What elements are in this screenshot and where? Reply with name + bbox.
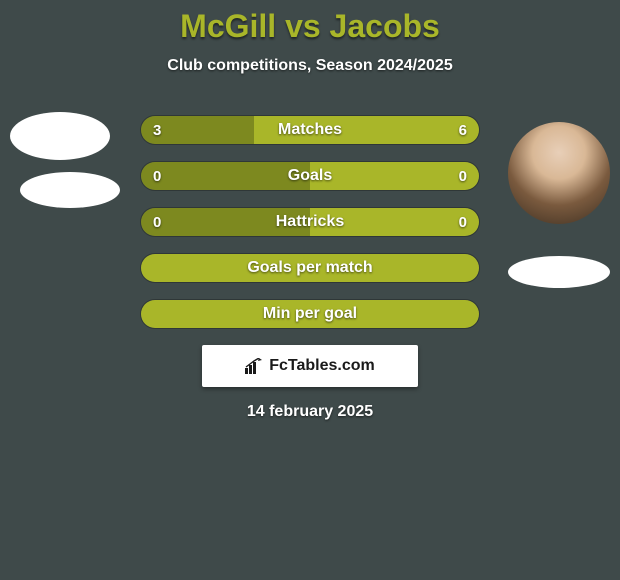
stat-bar: Goals per match	[140, 253, 480, 283]
bar-left-fill	[141, 162, 310, 190]
logo-text: FcTables.com	[269, 357, 375, 375]
page-title: McGill vs Jacobs	[0, 8, 620, 45]
stat-bar: 00Hattricks	[140, 207, 480, 237]
bar-right-fill	[254, 116, 479, 144]
bar-value-left: 3	[153, 116, 161, 144]
logo-box: FcTables.com	[202, 345, 418, 387]
bar-value-right: 0	[459, 162, 467, 190]
bar-value-left: 0	[153, 162, 161, 190]
stats-bars: 36Matches00Goals00HattricksGoals per mat…	[140, 115, 480, 329]
subtitle: Club competitions, Season 2024/2025	[0, 57, 620, 75]
player-right-shadow	[508, 256, 610, 288]
bar-value-right: 0	[459, 208, 467, 236]
logo-chart-icon	[245, 358, 263, 374]
player-right-avatar	[508, 122, 610, 224]
bar-left-fill	[141, 208, 310, 236]
stat-bar: 00Goals	[140, 161, 480, 191]
player-left-avatar	[10, 112, 110, 160]
bar-right-fill	[310, 162, 479, 190]
stat-bar: Min per goal	[140, 299, 480, 329]
bar-value-right: 6	[459, 116, 467, 144]
player-left-shadow	[20, 172, 120, 208]
bar-value-left: 0	[153, 208, 161, 236]
date: 14 february 2025	[0, 403, 620, 421]
bar-right-fill	[310, 208, 479, 236]
stat-bar: 36Matches	[140, 115, 480, 145]
